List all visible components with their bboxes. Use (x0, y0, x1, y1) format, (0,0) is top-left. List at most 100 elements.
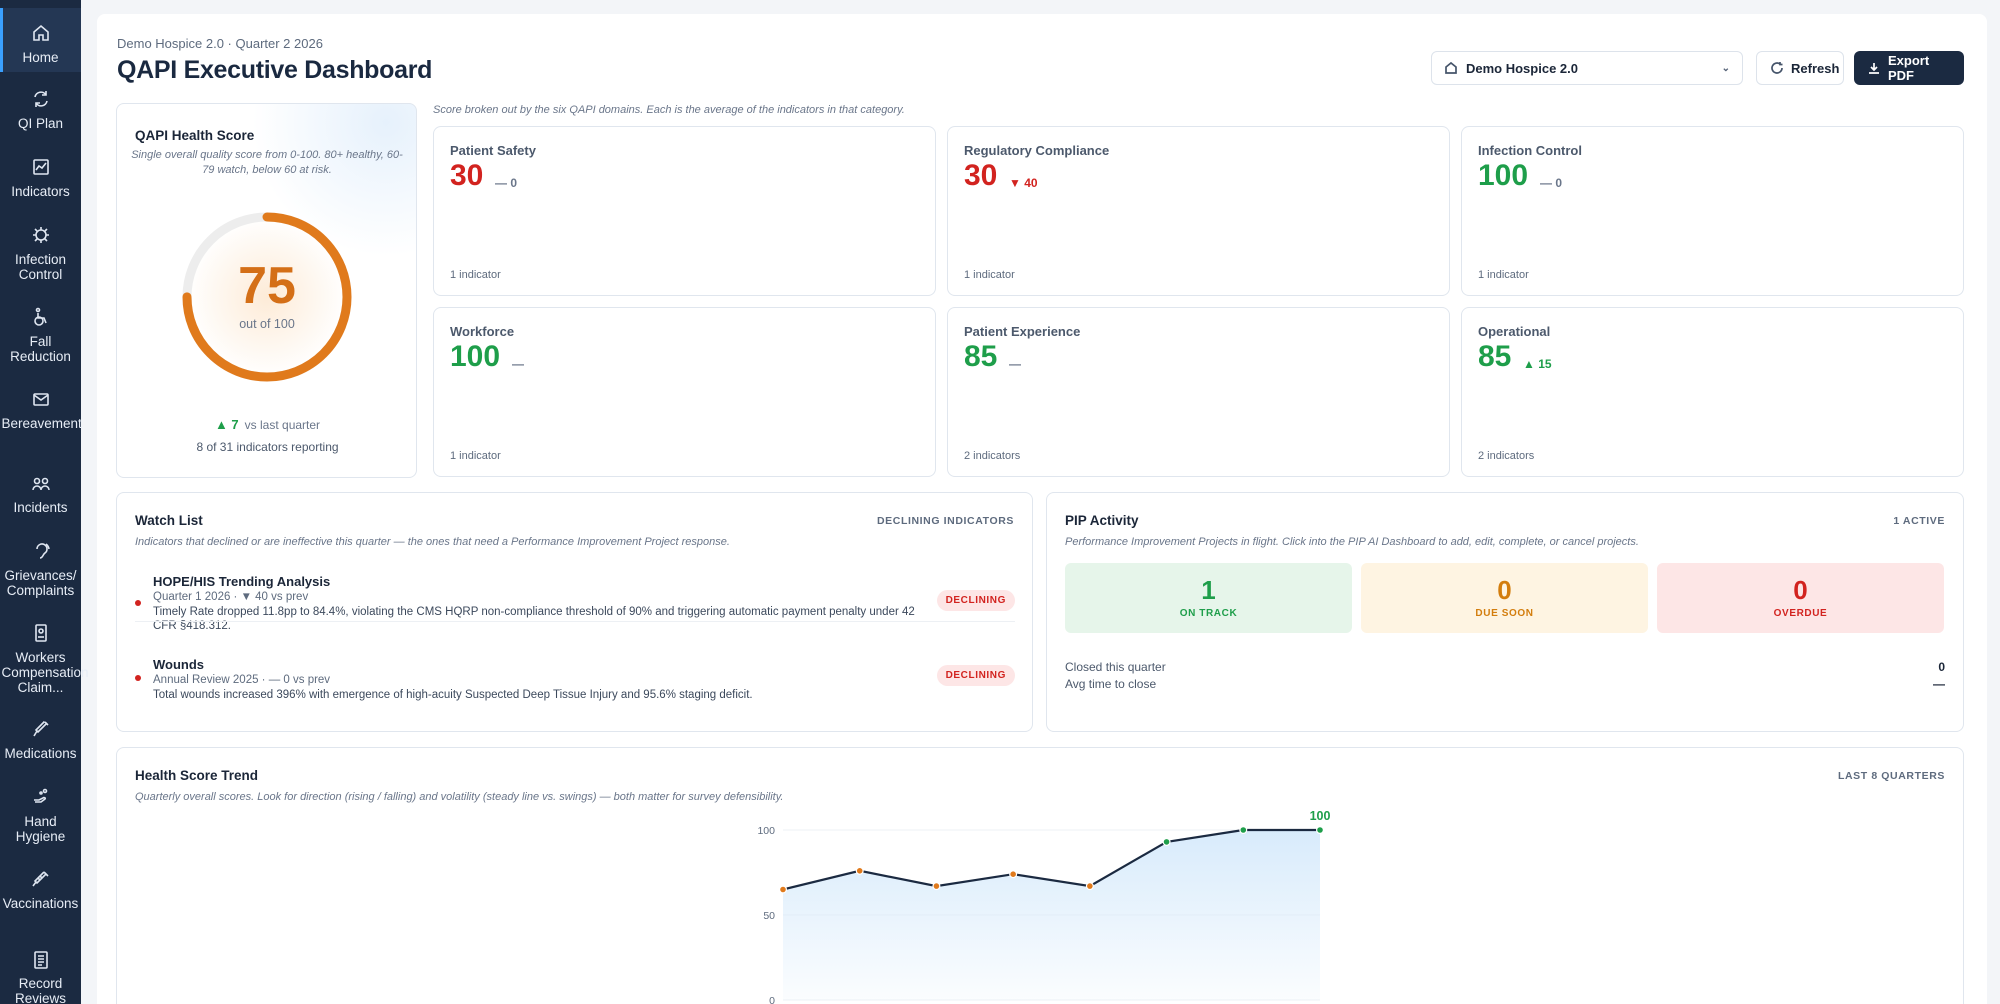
sidebar-item-fall-reduction[interactable]: Fall Reduction (0, 306, 81, 368)
watch-list-tag: DECLINING INDICATORS (876, 515, 1014, 527)
breadcrumb: Demo Hospice 2.0 · Quarter 2 2026 (117, 36, 323, 51)
status-dot (135, 675, 141, 681)
pip-on-track-label: ON TRACK (1179, 608, 1238, 619)
sidebar-item-label: Infection Control (14, 252, 67, 282)
domain-card-regulatory-compliance[interactable]: Regulatory Compliance 30 ▼ 40 1 indicato… (947, 126, 1450, 296)
domain-score: 100 (1478, 159, 1529, 192)
pip-avg-label: Avg time to close (1065, 677, 1157, 691)
watch-list-title: Watch List (135, 513, 203, 528)
sidebar-item-indicators[interactable]: Indicators (0, 156, 81, 208)
sidebar-item-vaccinations[interactable]: Vaccinations (0, 868, 81, 930)
trend-point (855, 866, 864, 875)
health-score-trend-card: Health Score Trend LAST 8 QUARTERS Quart… (116, 747, 1964, 1004)
sidebar-item-incidents[interactable]: Incidents (0, 472, 81, 524)
pip-avg-value: — (1933, 677, 1945, 691)
pip-activity-description: Performance Improvement Projects in flig… (1065, 536, 1639, 548)
main-panel: Demo Hospice 2.0 · Quarter 2 2026 QAPI E… (97, 14, 1987, 1004)
health-score-value: 75 (238, 257, 296, 315)
sidebar-item-infection-control[interactable]: Infection Control (0, 224, 81, 286)
watch-item-meta: Quarter 1 2026 · ▼ 40 vs prev (153, 591, 309, 603)
sidebar-item-record-reviews[interactable]: Record Reviews (0, 950, 81, 1004)
refresh-button[interactable]: Refresh (1756, 51, 1844, 85)
domain-card-infection-control[interactable]: Infection Control 100 — 0 1 indicator (1461, 126, 1964, 296)
domain-score: 30 (964, 159, 998, 192)
domain-card-patient-experience[interactable]: Patient Experience 85 — 2 indicators (947, 307, 1450, 477)
domain-name: Operational (1478, 324, 1551, 339)
sidebar-item-label: Home (22, 50, 59, 65)
wheelchair-icon (30, 306, 52, 328)
organization-select[interactable]: Demo Hospice 2.0 ⌄ (1431, 51, 1743, 85)
trend-point (1239, 825, 1248, 834)
pip-overdue-label: OVERDUE (1773, 608, 1828, 619)
sidebar-item-qi-plan[interactable]: QI Plan (0, 88, 81, 140)
pip-avg-stat: Avg time to close — (1065, 677, 1945, 691)
domain-score: 100 (450, 340, 501, 373)
domain-name: Infection Control (1478, 143, 1582, 158)
pip-due-soon-label: DUE SOON (1475, 608, 1534, 619)
status-badge: DECLINING (936, 590, 1015, 611)
sidebar-item-grievances[interactable]: Grievances/ Complaints (0, 540, 81, 602)
health-score-card: QAPI Health Score Single overall quality… (116, 103, 417, 478)
health-score-delta-label: vs last quarter (244, 418, 321, 432)
domain-delta: ▼ 40 (1009, 176, 1038, 190)
domain-delta: — (512, 357, 524, 371)
watch-list-description: Indicators that declined or are ineffect… (135, 536, 730, 548)
chart-icon (30, 156, 52, 178)
export-pdf-button-label: Export PDF (1888, 53, 1930, 83)
pip-activity-card[interactable]: PIP Activity 1 ACTIVE Performance Improv… (1046, 492, 1964, 732)
sidebar-item-label: QI Plan (17, 116, 64, 131)
sidebar-item-label: Workers Compensation Claim... (1, 650, 89, 695)
watch-item-meta: Annual Review 2025 · — 0 vs prev (153, 674, 331, 686)
status-dot (135, 600, 141, 606)
domain-name: Regulatory Compliance (964, 143, 1110, 158)
sidebar-item-medications[interactable]: Medications (0, 718, 81, 770)
trend-tag: LAST 8 QUARTERS (1837, 770, 1945, 782)
domain-card-workforce[interactable]: Workforce 100 — 1 indicator (433, 307, 936, 477)
health-score-trend-chart: 050100Q1 25Q2 25Q3 25Q4 25Q1 26Q2 26Q3 2… (757, 809, 1330, 1004)
domain-indicator-count: 1 indicator (964, 269, 1015, 281)
virus-icon (30, 224, 52, 246)
health-score-delta-row: ▲ 7 vs last quarter (117, 417, 418, 432)
organization-select-value: Demo Hospice 2.0 (1466, 60, 1578, 76)
refresh-icon (1770, 61, 1784, 75)
sidebar-item-bereavement[interactable]: Bereavement (0, 388, 82, 450)
pip-activity-tag: 1 ACTIVE (1893, 515, 1945, 527)
health-score-title: QAPI Health Score (135, 128, 255, 143)
sidebar-item-label: Hand Hygiene (15, 814, 66, 844)
domain-card-operational[interactable]: Operational 85 ▲ 15 2 indicators (1461, 307, 1964, 477)
pip-due-soon-box[interactable]: 0 DUE SOON (1361, 563, 1648, 633)
pip-on-track-box[interactable]: 1 ON TRACK (1065, 563, 1352, 633)
watch-list-item[interactable]: Wounds Annual Review 2025 · — 0 vs prev … (135, 657, 1015, 701)
sidebar-item-label: Fall Reduction (10, 334, 71, 364)
watch-item-name: HOPE/HIS Trending Analysis (153, 574, 331, 589)
status-badge: DECLINING (936, 665, 1015, 686)
watch-item-detail: Timely Rate dropped 11.8pp to 84.4%, vio… (153, 606, 915, 632)
domain-indicator-count: 1 indicator (450, 450, 501, 462)
pip-overdue-box[interactable]: 0 OVERDUE (1657, 563, 1944, 633)
export-pdf-button[interactable]: Export PDF (1854, 51, 1964, 85)
ear-icon (30, 540, 52, 562)
gauge-progress (182, 212, 352, 382)
domain-card-patient-safety[interactable]: Patient Safety 30 — 0 1 indicator (433, 126, 936, 296)
vaccine-icon (30, 868, 52, 890)
page-title: QAPI Executive Dashboard (117, 56, 433, 84)
y-tick-label: 50 (763, 910, 775, 922)
domain-score: 85 (1478, 340, 1512, 373)
people-icon (30, 472, 52, 494)
indicators-reporting: 8 of 31 indicators reporting (196, 440, 339, 454)
sidebar-item-home[interactable]: Home (0, 8, 81, 72)
download-icon (1867, 61, 1881, 75)
envelope-heart-icon (30, 388, 52, 410)
domains-note: Score broken out by the six QAPI domains… (433, 104, 905, 116)
watch-list-item[interactable]: HOPE/HIS Trending Analysis Quarter 1 202… (135, 574, 1015, 632)
watch-item-name: Wounds (153, 657, 205, 672)
sidebar-item-workers-compensation[interactable]: Workers Compensation Claim... (0, 622, 89, 698)
pip-closed-label: Closed this quarter (1065, 660, 1166, 674)
sidebar-item-hand-hygiene[interactable]: Hand Hygiene (0, 786, 81, 848)
watch-item-detail: Total wounds increased 396% with emergen… (153, 689, 753, 701)
sidebar-item-label: Medications (4, 746, 77, 761)
y-tick-label: 100 (757, 825, 775, 837)
domain-indicator-count: 2 indicators (964, 450, 1021, 462)
domain-delta: — (1009, 357, 1021, 371)
trend-line (782, 828, 1320, 891)
